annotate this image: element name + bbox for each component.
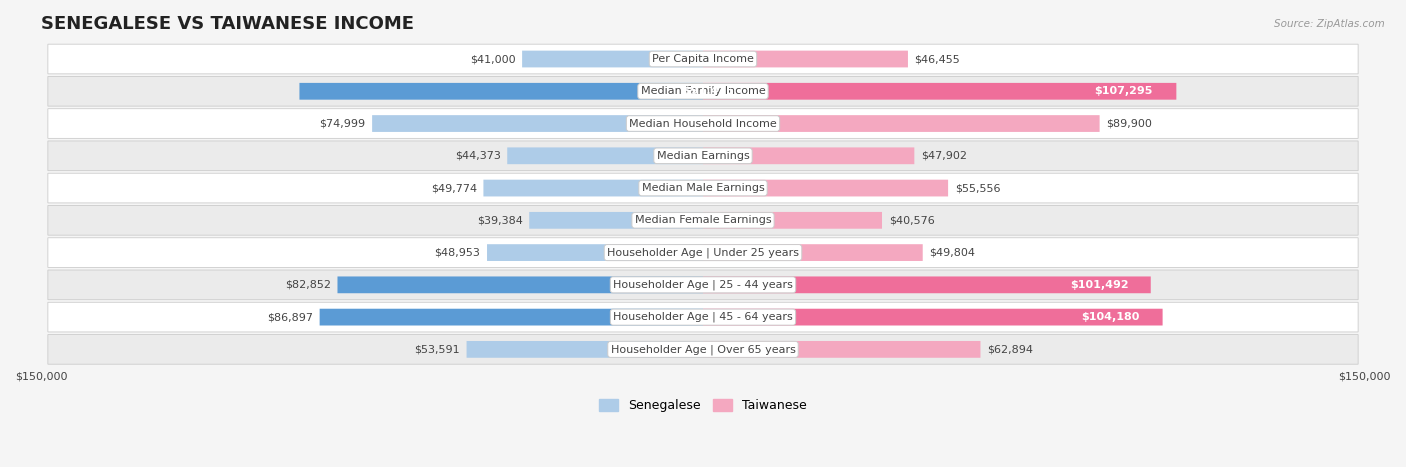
FancyBboxPatch shape bbox=[48, 109, 1358, 138]
Text: $40,576: $40,576 bbox=[889, 215, 935, 225]
Text: $46,455: $46,455 bbox=[914, 54, 960, 64]
Text: $86,897: $86,897 bbox=[267, 312, 314, 322]
Text: Householder Age | 45 - 64 years: Householder Age | 45 - 64 years bbox=[613, 312, 793, 322]
FancyBboxPatch shape bbox=[48, 270, 1358, 300]
FancyBboxPatch shape bbox=[486, 244, 703, 261]
Text: $91,475: $91,475 bbox=[683, 86, 734, 96]
FancyBboxPatch shape bbox=[703, 341, 980, 358]
FancyBboxPatch shape bbox=[299, 83, 703, 99]
Text: Median Male Earnings: Median Male Earnings bbox=[641, 183, 765, 193]
FancyBboxPatch shape bbox=[703, 148, 914, 164]
Text: SENEGALESE VS TAIWANESE INCOME: SENEGALESE VS TAIWANESE INCOME bbox=[41, 15, 415, 33]
FancyBboxPatch shape bbox=[703, 244, 922, 261]
Text: Median Family Income: Median Family Income bbox=[641, 86, 765, 96]
FancyBboxPatch shape bbox=[337, 276, 703, 293]
Text: $47,902: $47,902 bbox=[921, 151, 967, 161]
Text: $44,373: $44,373 bbox=[454, 151, 501, 161]
Text: $107,295: $107,295 bbox=[1094, 86, 1153, 96]
FancyBboxPatch shape bbox=[48, 302, 1358, 332]
Text: $39,384: $39,384 bbox=[477, 215, 523, 225]
Text: $49,774: $49,774 bbox=[430, 183, 477, 193]
Text: Median Household Income: Median Household Income bbox=[628, 119, 778, 128]
FancyBboxPatch shape bbox=[703, 276, 1150, 293]
Text: $53,591: $53,591 bbox=[415, 344, 460, 354]
Text: $101,492: $101,492 bbox=[1070, 280, 1129, 290]
FancyBboxPatch shape bbox=[319, 309, 703, 325]
Text: $41,000: $41,000 bbox=[470, 54, 516, 64]
FancyBboxPatch shape bbox=[703, 83, 1177, 99]
FancyBboxPatch shape bbox=[522, 50, 703, 67]
FancyBboxPatch shape bbox=[703, 212, 882, 229]
FancyBboxPatch shape bbox=[48, 141, 1358, 170]
Text: Median Earnings: Median Earnings bbox=[657, 151, 749, 161]
Text: Per Capita Income: Per Capita Income bbox=[652, 54, 754, 64]
FancyBboxPatch shape bbox=[467, 341, 703, 358]
FancyBboxPatch shape bbox=[48, 77, 1358, 106]
FancyBboxPatch shape bbox=[484, 180, 703, 197]
Text: Source: ZipAtlas.com: Source: ZipAtlas.com bbox=[1274, 19, 1385, 28]
Text: $55,556: $55,556 bbox=[955, 183, 1000, 193]
FancyBboxPatch shape bbox=[48, 334, 1358, 364]
Text: $104,180: $104,180 bbox=[1081, 312, 1140, 322]
FancyBboxPatch shape bbox=[508, 148, 703, 164]
FancyBboxPatch shape bbox=[703, 115, 1099, 132]
Text: Householder Age | 25 - 44 years: Householder Age | 25 - 44 years bbox=[613, 280, 793, 290]
Text: Householder Age | Over 65 years: Householder Age | Over 65 years bbox=[610, 344, 796, 354]
FancyBboxPatch shape bbox=[48, 205, 1358, 235]
FancyBboxPatch shape bbox=[703, 180, 948, 197]
Text: $49,804: $49,804 bbox=[929, 248, 976, 258]
FancyBboxPatch shape bbox=[703, 309, 1163, 325]
Text: $89,900: $89,900 bbox=[1107, 119, 1152, 128]
FancyBboxPatch shape bbox=[48, 173, 1358, 203]
Text: Householder Age | Under 25 years: Householder Age | Under 25 years bbox=[607, 248, 799, 258]
FancyBboxPatch shape bbox=[373, 115, 703, 132]
Text: Median Female Earnings: Median Female Earnings bbox=[634, 215, 772, 225]
Text: $74,999: $74,999 bbox=[319, 119, 366, 128]
FancyBboxPatch shape bbox=[48, 44, 1358, 74]
FancyBboxPatch shape bbox=[703, 50, 908, 67]
FancyBboxPatch shape bbox=[529, 212, 703, 229]
Legend: Senegalese, Taiwanese: Senegalese, Taiwanese bbox=[595, 394, 811, 417]
FancyBboxPatch shape bbox=[48, 238, 1358, 268]
Text: $48,953: $48,953 bbox=[434, 248, 481, 258]
Text: $82,852: $82,852 bbox=[285, 280, 330, 290]
Text: $62,894: $62,894 bbox=[987, 344, 1033, 354]
